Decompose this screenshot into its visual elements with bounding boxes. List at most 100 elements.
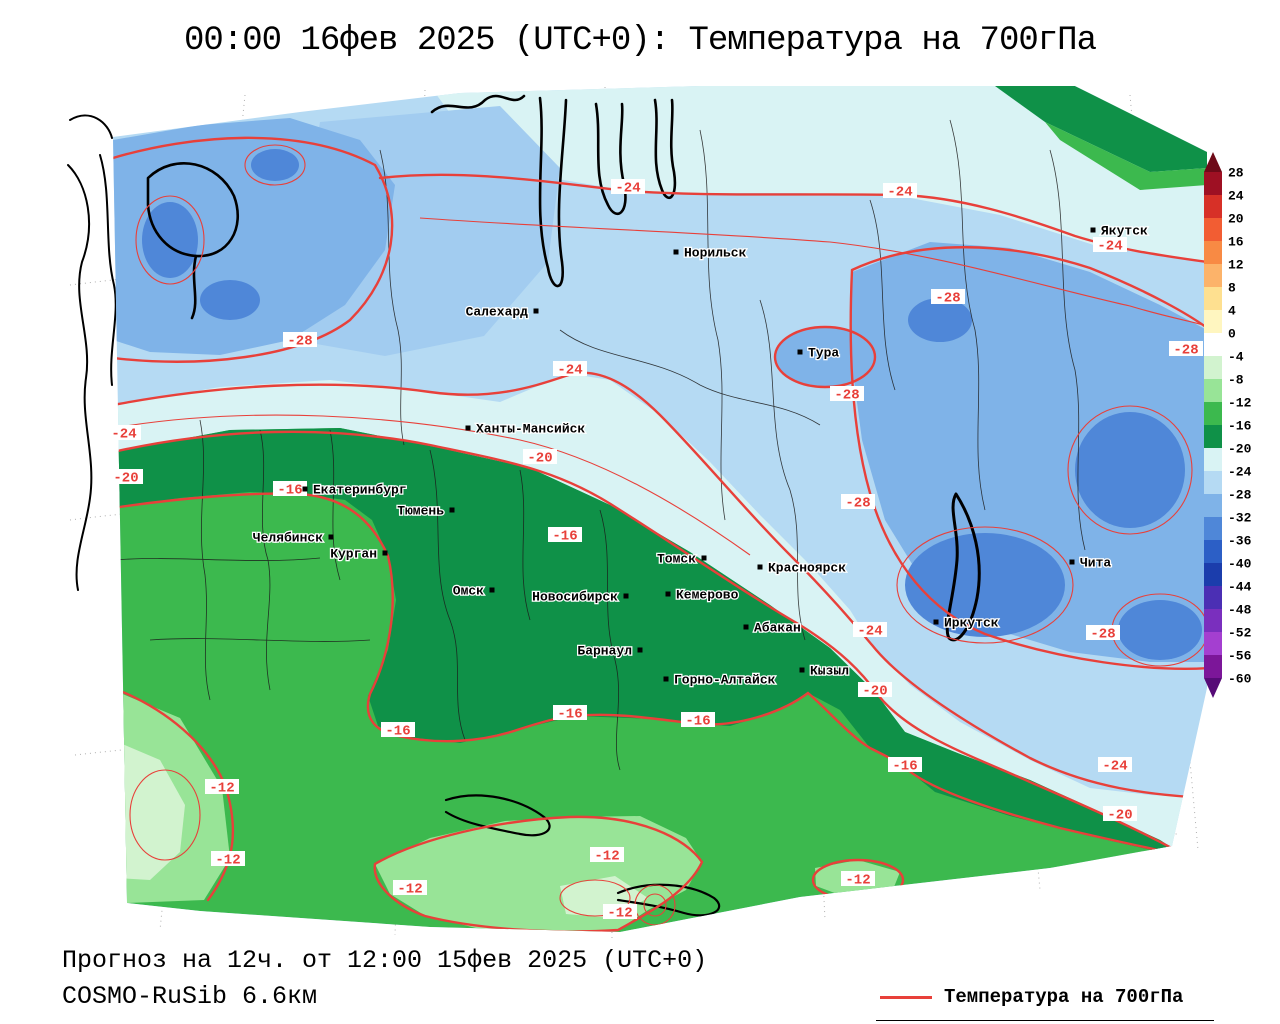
colorbar-tick: 12 <box>1228 258 1244 273</box>
colorbar-tick: 4 <box>1228 304 1236 319</box>
colorbar-segment <box>1204 333 1222 356</box>
contour-label: -12 <box>607 906 632 922</box>
contour-label: -28 <box>834 388 859 404</box>
colorbar-segment <box>1204 494 1222 517</box>
contour-label-box <box>681 712 715 727</box>
contour-label-box <box>931 289 965 304</box>
city-label: Кызыл <box>810 664 849 679</box>
colorbar-segment <box>1204 195 1222 218</box>
altai-ridge <box>444 794 551 837</box>
city-label: Абакан <box>754 621 801 636</box>
city-label: Барнаул <box>577 644 632 659</box>
city-label: Кемерово <box>676 588 739 603</box>
city-label: Чита <box>1080 556 1111 571</box>
outside-coastline <box>67 114 117 591</box>
colorbar-tick: -48 <box>1228 603 1252 618</box>
contour-label-box <box>858 682 892 697</box>
colorbar-segment <box>1204 448 1222 471</box>
colorbar-tick: 20 <box>1228 212 1244 227</box>
contour-label-box <box>841 871 875 886</box>
colorbar-segment <box>1204 517 1222 540</box>
contour-label-box <box>590 847 624 862</box>
contour-labels: -24 -24 -24 -28 -28 -28 -24 -28 -24 -20 -20 -16 -28 -… <box>107 179 1203 922</box>
contour-label: -16 <box>892 759 917 775</box>
city-marker <box>757 564 763 570</box>
colorbar-tick: -16 <box>1228 419 1252 434</box>
contour-label: -16 <box>277 483 302 499</box>
contour-label: -24 <box>1102 759 1127 775</box>
contour-label-box <box>109 469 143 484</box>
city-marker <box>797 349 803 355</box>
contour-label-box <box>603 904 637 919</box>
contour-label: -16 <box>557 707 582 723</box>
colorbar-tick: -8 <box>1228 373 1244 388</box>
contour-label: -24 <box>887 185 912 201</box>
colorbar-tick: -40 <box>1228 557 1252 572</box>
colorbar-arrow-top <box>1204 152 1222 172</box>
contour-label: -16 <box>385 724 410 740</box>
city-label: Якутск <box>1101 224 1148 239</box>
contour-label-box <box>611 179 645 194</box>
colorbar-segment <box>1204 540 1222 563</box>
legend: Температура на 700гПа <box>876 980 1214 1021</box>
city-marker <box>328 534 334 540</box>
contour-label-box <box>883 183 917 198</box>
contour-label: -12 <box>209 781 234 797</box>
colorbar-arrow-bottom <box>1204 678 1222 698</box>
colorbar-segment <box>1204 287 1222 310</box>
contour-label: -16 <box>685 714 710 730</box>
colorbar-segment <box>1204 563 1222 586</box>
city-marker <box>673 249 679 255</box>
taz-gulf <box>594 102 627 216</box>
city-marker <box>799 667 805 673</box>
contour-label-box <box>381 722 415 737</box>
colorbar: 28 24 20 16 12 8 4 0 -4 -8 -12 -16 -20 -24 -28 -32 -36 -4… <box>1204 152 1252 698</box>
colorbar-tick: -52 <box>1228 626 1252 641</box>
city-marker <box>465 425 471 431</box>
city-label: Тура <box>808 346 839 361</box>
contour-label: -20 <box>527 451 552 467</box>
colorbar-tick: 16 <box>1228 235 1244 250</box>
contour-label-box <box>830 386 864 401</box>
city-label: Норильск <box>684 246 747 261</box>
contour-label-box <box>841 494 875 509</box>
contour-label-box <box>283 332 317 347</box>
contour-label-box <box>205 779 239 794</box>
contour-label: -12 <box>845 873 870 889</box>
contour-label: -20 <box>113 471 138 487</box>
colorbar-segment <box>1204 425 1222 448</box>
white-sea <box>146 162 239 258</box>
ob-gulf <box>538 96 568 288</box>
city-label: Салехард <box>466 305 529 320</box>
temperature-fill-layers <box>113 86 1207 932</box>
contour-label: -28 <box>845 496 870 512</box>
contour-label-box <box>1093 237 1127 252</box>
city-marker <box>302 486 308 492</box>
contour-label: -28 <box>287 334 312 350</box>
city-marker <box>489 587 495 593</box>
legend-label: Температура на 700гПа <box>944 986 1184 1008</box>
colorbar-tick: -44 <box>1228 580 1252 595</box>
colorbar-segment <box>1204 264 1222 287</box>
sayan-ridge <box>616 883 721 917</box>
contour-label: -28 <box>935 291 960 307</box>
colorbar-segment <box>1204 471 1222 494</box>
contour-label: -24 <box>111 427 136 443</box>
city-label: Екатеринбург <box>313 483 407 498</box>
city-label: Ханты-Мансийск <box>476 422 585 437</box>
colorbar-tick: -12 <box>1228 396 1252 411</box>
contour-label-box <box>1098 757 1132 772</box>
city-marker <box>533 308 539 314</box>
forecast-info: Прогноз на 12ч. от 12:00 15фев 2025 (UTC… <box>62 946 708 975</box>
contour-label-box <box>1169 341 1203 356</box>
contour-label-box <box>553 705 587 720</box>
contour-label: -28 <box>1090 627 1115 643</box>
contour-label: -24 <box>857 624 882 640</box>
contour-label-box <box>273 481 307 496</box>
city-marker <box>623 593 629 599</box>
colorbar-tick: -32 <box>1228 511 1252 526</box>
colorbar-segment <box>1204 218 1222 241</box>
contour-label-box <box>853 622 887 637</box>
cities: Якутск Норильск Салехард Тура Ханты-Мансийск… <box>252 222 1150 689</box>
city-label: Горно-Алтайск <box>674 673 776 688</box>
